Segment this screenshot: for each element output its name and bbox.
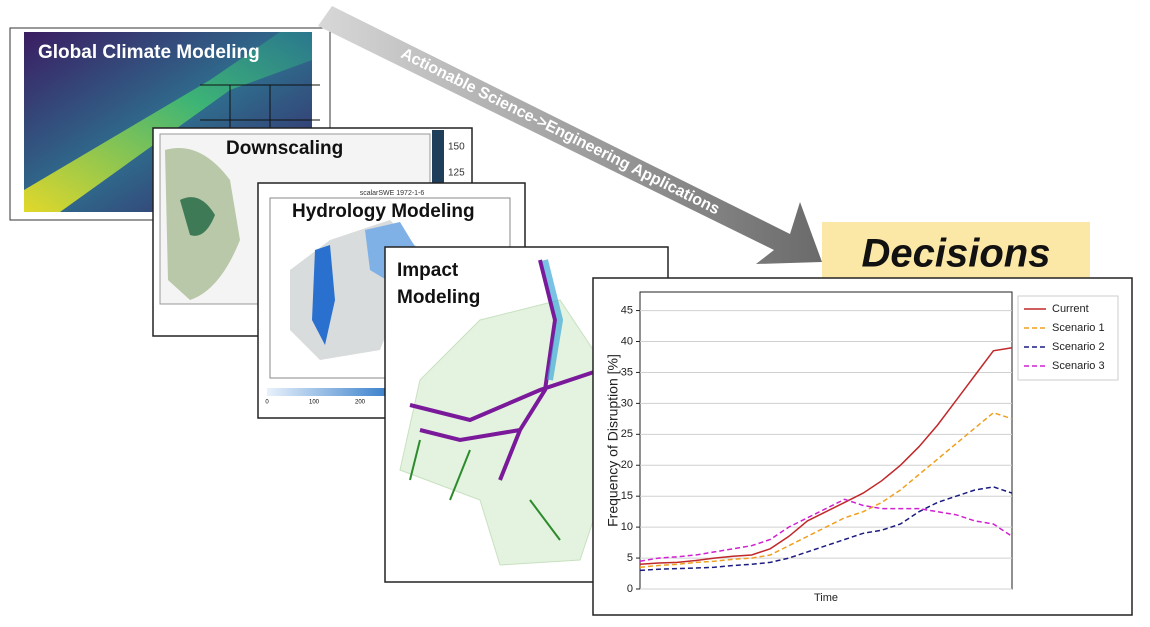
series-line	[639, 486, 1013, 572]
y-tick-label: 15	[621, 490, 633, 502]
chart: 0 5 10 15 20 25 30 35 40 45 Frequency of Disruptio…	[592, 277, 1133, 616]
panel-title: Impact	[397, 260, 459, 281]
y-axis-label: Frequency of Disruption [%]	[605, 354, 621, 527]
y-tick-label: 20	[621, 459, 633, 471]
panel-title: Downscaling	[226, 138, 343, 159]
y-tick-label: 45	[621, 304, 633, 316]
series-line	[639, 411, 1013, 569]
y-tick-label: 35	[621, 366, 633, 378]
decisions-box: Decisions	[822, 222, 1090, 285]
panel-title: Global Climate Modeling	[38, 42, 260, 63]
colorbar-tick: 100	[309, 400, 320, 406]
y-tick-label: 5	[627, 552, 633, 564]
colorbar-tick: 0	[265, 400, 269, 406]
x-axis-label: Time	[814, 592, 838, 604]
legend-label: Current	[1052, 303, 1089, 315]
panel-title: Modeling	[397, 287, 480, 308]
colorbar-tick: 150	[448, 142, 465, 153]
series-line	[639, 346, 1013, 566]
y-tick-label: 0	[627, 583, 633, 595]
legend-label: Scenario 2	[1052, 341, 1105, 353]
series-line	[639, 498, 1013, 562]
plot-caption: scalarSWE 1972-1-6	[360, 190, 425, 197]
panel-title: Hydrology Modeling	[292, 201, 475, 222]
y-tick-label: 40	[621, 335, 633, 347]
decisions-label: Decisions	[862, 232, 1051, 276]
y-tick-label: 30	[621, 397, 633, 409]
y-tick-label: 10	[621, 521, 633, 533]
legend-label: Scenario 3	[1052, 360, 1105, 372]
colorbar-tick: 200	[355, 400, 366, 406]
colorbar-tick: 125	[448, 168, 465, 179]
legend-label: Scenario 1	[1052, 322, 1105, 334]
y-tick-label: 25	[621, 428, 633, 440]
